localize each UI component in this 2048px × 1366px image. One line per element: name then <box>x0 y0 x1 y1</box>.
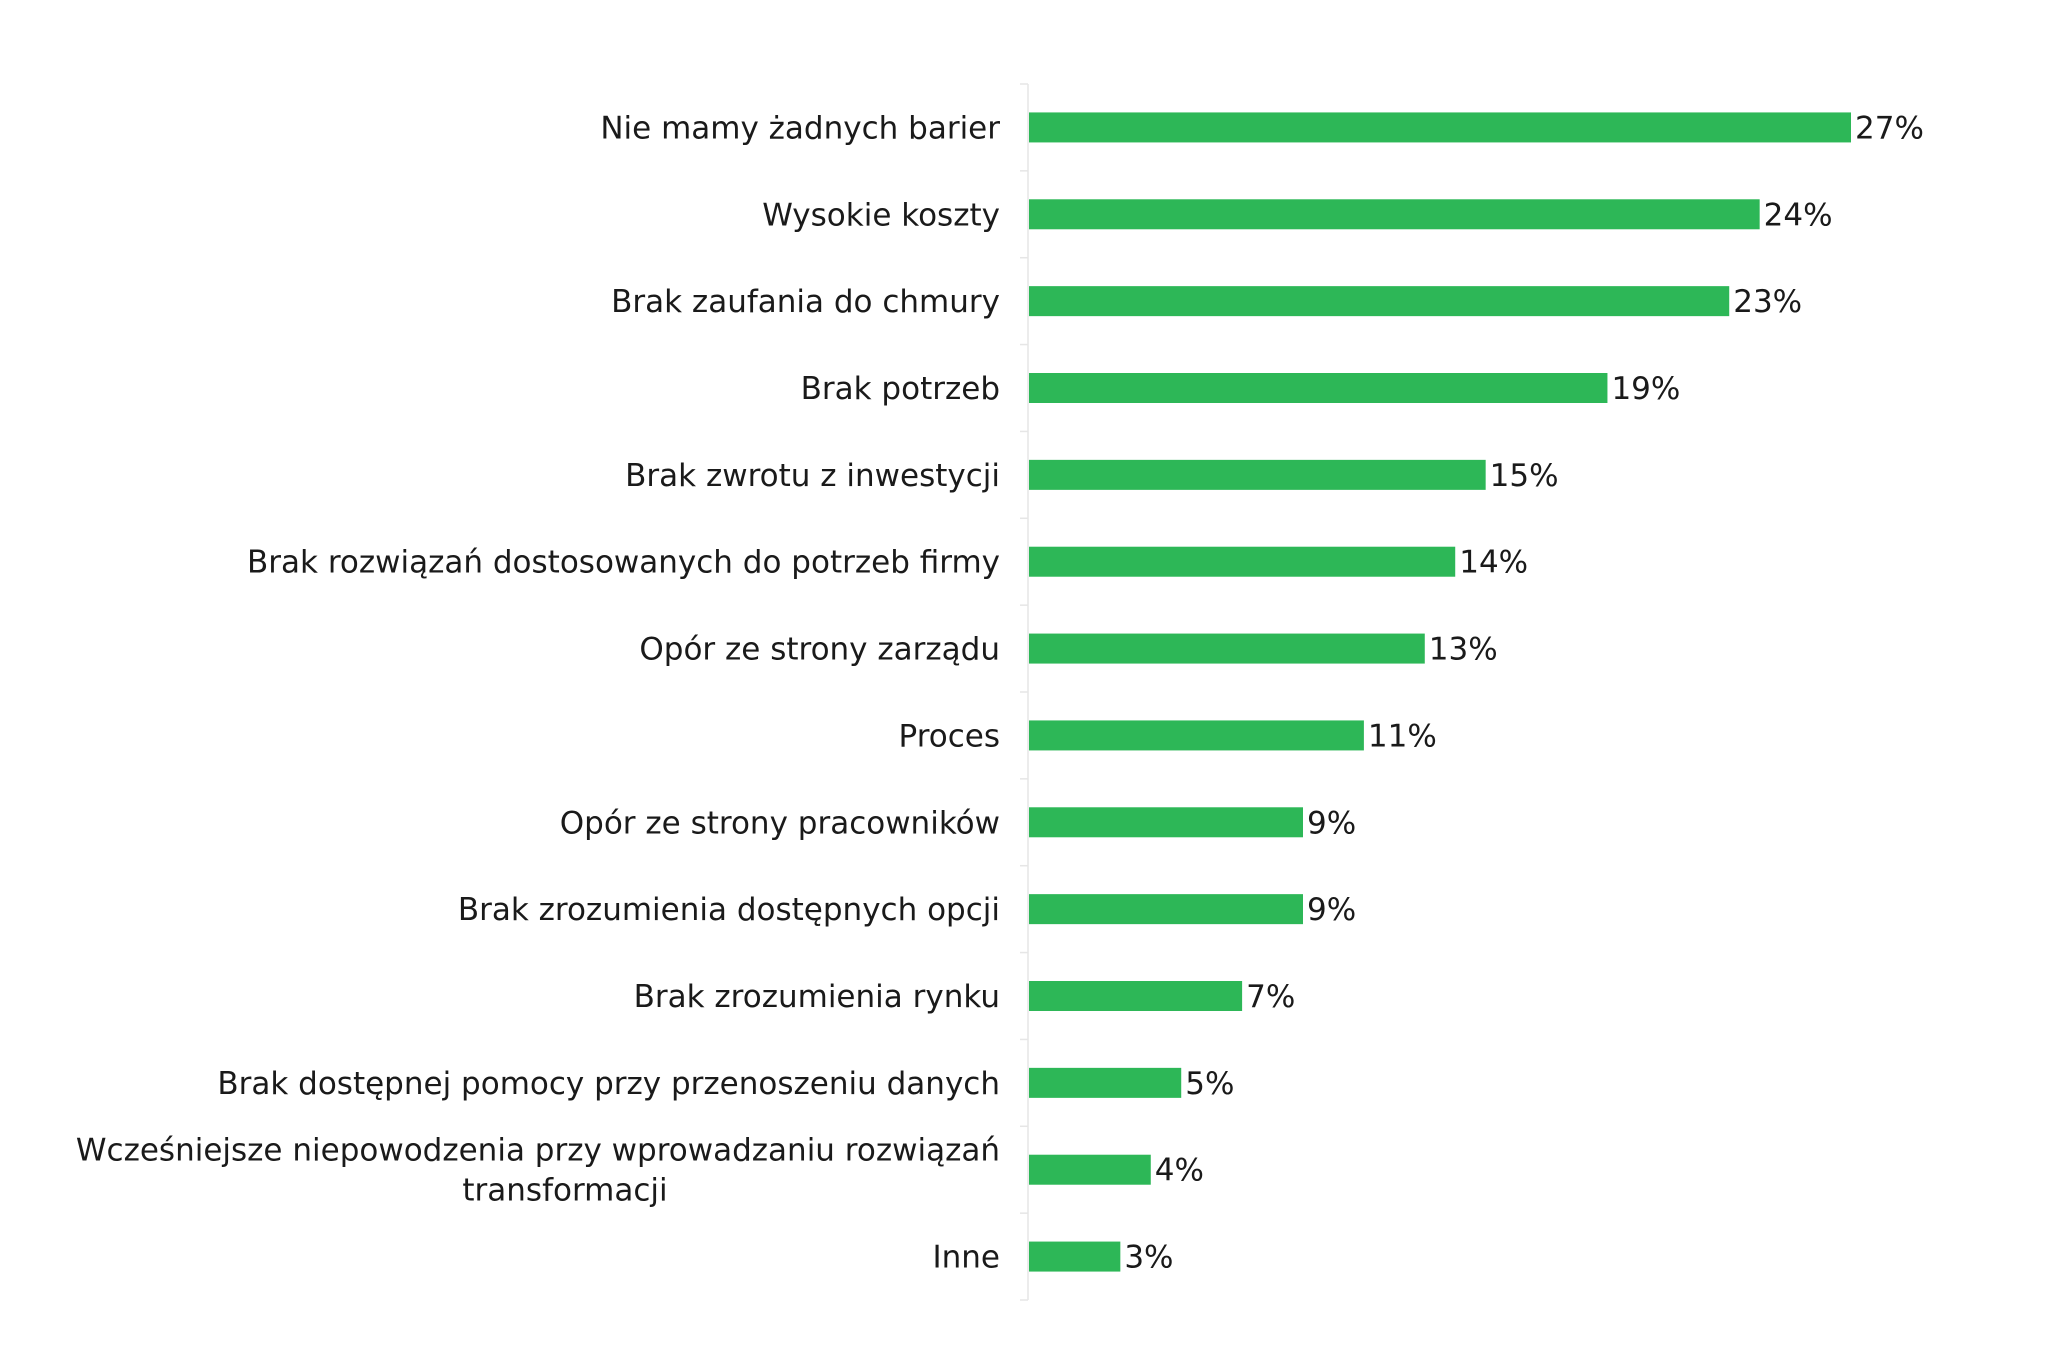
category-label: Proces <box>899 718 1000 754</box>
bar <box>1029 981 1243 1011</box>
bars-group <box>1029 112 1851 1272</box>
bar <box>1029 1154 1151 1185</box>
bar <box>1029 807 1303 838</box>
category-labels: Nie mamy żadnych barier Wysokie koszty Bra… <box>76 110 1000 1275</box>
bar <box>1029 286 1730 317</box>
bar <box>1029 199 1760 230</box>
value-label: 24% <box>1764 197 1833 233</box>
value-label: 11% <box>1368 718 1437 754</box>
category-label: Brak zwrotu z inwestycji <box>625 458 1000 494</box>
value-label: 19% <box>1611 371 1680 407</box>
bar <box>1029 1241 1121 1272</box>
category-label: Nie mamy żadnych barier <box>600 110 1000 146</box>
bar <box>1029 112 1851 143</box>
category-label: Brak zrozumienia dostępnych opcji <box>458 892 1000 928</box>
y-axis-ticks <box>1020 83 1028 1301</box>
value-label: 13% <box>1429 632 1498 668</box>
category-label: Opór ze strony pracowników <box>560 805 1000 841</box>
value-label: 23% <box>1733 284 1802 320</box>
value-labels: 27% 24% 23% 19% 15% 14% 13% 11% 9% 9% 7% 5% 4% 3% <box>1124 110 1924 1275</box>
category-label: Wcześniejsze niepowodzenia przy wprowadz… <box>76 1133 1000 1209</box>
category-label: Brak dostępnej pomocy przy przenoszeniu … <box>217 1066 1000 1102</box>
value-label: 9% <box>1307 892 1356 928</box>
category-label: Opór ze strony zarządu <box>639 632 1000 668</box>
bar <box>1029 459 1486 490</box>
category-label: Wysokie koszty <box>762 197 1000 233</box>
value-label: 3% <box>1124 1240 1173 1276</box>
value-label: 14% <box>1459 545 1528 581</box>
bar <box>1029 1067 1182 1098</box>
value-label: 5% <box>1185 1066 1234 1102</box>
category-label: Brak potrzeb <box>801 371 1000 407</box>
value-label: 9% <box>1307 805 1356 841</box>
category-label: Brak zaufania do chmury <box>611 284 1000 320</box>
value-label: 15% <box>1490 458 1559 494</box>
category-label: Brak rozwiązań dostosowanych do potrzeb … <box>247 545 1000 581</box>
bar <box>1029 373 1608 403</box>
value-label: 7% <box>1246 979 1295 1015</box>
category-label: Brak zrozumienia rynku <box>634 979 1000 1015</box>
bar <box>1029 546 1456 577</box>
bar <box>1029 894 1303 925</box>
value-label: 27% <box>1855 110 1924 146</box>
category-label: Inne <box>932 1240 1000 1276</box>
value-label: 4% <box>1155 1153 1204 1189</box>
bar <box>1029 720 1364 751</box>
bar <box>1029 633 1425 664</box>
